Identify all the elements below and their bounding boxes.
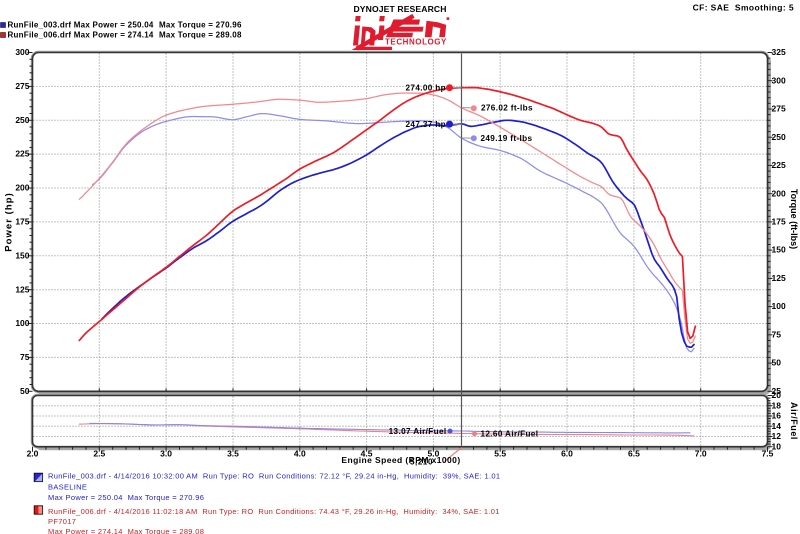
- svg-text:200: 200: [772, 188, 786, 198]
- svg-text:Engine Speed (RPM x1000): Engine Speed (RPM x1000): [341, 455, 460, 465]
- svg-text:150: 150: [15, 250, 29, 260]
- svg-text:175: 175: [772, 217, 786, 227]
- svg-text:7.5: 7.5: [762, 449, 774, 459]
- svg-text:PF7017: PF7017: [48, 517, 76, 526]
- svg-text:6.5: 6.5: [628, 449, 640, 459]
- svg-text:125: 125: [15, 284, 29, 294]
- svg-text:25: 25: [772, 386, 782, 396]
- svg-text:2.0: 2.0: [27, 449, 39, 459]
- svg-text:275: 275: [772, 104, 786, 114]
- svg-text:175: 175: [15, 217, 29, 227]
- svg-text:300: 300: [15, 47, 29, 57]
- svg-text:4.5: 4.5: [361, 449, 373, 459]
- svg-text:RunFile_003.drf - 4/14/2016 10: RunFile_003.drf - 4/14/2016 10:32:00 AM …: [48, 472, 500, 481]
- svg-text:300: 300: [772, 75, 786, 85]
- svg-text:275: 275: [15, 81, 29, 91]
- svg-text:DYNOJET RESEARCH: DYNOJET RESEARCH: [353, 4, 446, 14]
- svg-text:12: 12: [772, 431, 782, 441]
- svg-text:Max Power = 250.04 Max Torque: Max Power = 250.04 Max Torque = 270.96: [48, 493, 204, 502]
- svg-text:Torque (ft-lbs): Torque (ft-lbs): [789, 189, 799, 249]
- svg-text:10: 10: [772, 441, 782, 451]
- svg-text:7.0: 7.0: [695, 449, 707, 459]
- svg-text:18: 18: [772, 400, 782, 410]
- svg-text:Max Torque = 270.96: Max Torque = 270.96: [159, 21, 242, 30]
- svg-text:RunFile_003.drf Max Power = 25: RunFile_003.drf Max Power = 250.04: [8, 21, 154, 30]
- svg-text:50: 50: [20, 386, 30, 396]
- svg-text:50: 50: [772, 358, 782, 368]
- svg-text:100: 100: [15, 318, 29, 328]
- svg-text:Power (hp): Power (hp): [4, 192, 15, 252]
- svg-text:247.37 hp: 247.37 hp: [406, 120, 446, 129]
- svg-text:75: 75: [772, 329, 782, 339]
- svg-text:RunFile_006.drf Max Power = 27: RunFile_006.drf Max Power = 274.14: [8, 31, 154, 40]
- svg-text:250: 250: [15, 115, 29, 125]
- svg-text:5,210: 5,210: [410, 458, 433, 467]
- svg-text:Air/Fuel: Air/Fuel: [789, 402, 799, 440]
- svg-text:6.0: 6.0: [561, 449, 573, 459]
- svg-text:TECHNOLOGY: TECHNOLOGY: [385, 38, 447, 47]
- svg-text:14: 14: [772, 421, 782, 431]
- svg-text:BASELINE: BASELINE: [48, 483, 87, 492]
- svg-text:325: 325: [772, 47, 786, 57]
- svg-text:12.60 Air/Fuel: 12.60 Air/Fuel: [481, 430, 539, 439]
- svg-text:4.0: 4.0: [294, 449, 306, 459]
- svg-text:3.5: 3.5: [227, 449, 239, 459]
- svg-text:5.5: 5.5: [494, 449, 506, 459]
- svg-text:75: 75: [20, 352, 30, 362]
- svg-text:5.0: 5.0: [427, 449, 439, 459]
- svg-text:Max Torque = 289.08: Max Torque = 289.08: [159, 31, 242, 40]
- svg-text:200: 200: [15, 183, 29, 193]
- svg-text:276.02 ft-lbs: 276.02 ft-lbs: [481, 104, 533, 113]
- svg-text:225: 225: [772, 160, 786, 170]
- svg-text:CF: SAE Smoothing: 5: CF: SAE Smoothing: 5: [693, 3, 794, 13]
- svg-text:20: 20: [772, 390, 782, 400]
- svg-text:249.19 ft-lbs: 249.19 ft-lbs: [481, 134, 533, 143]
- svg-text:16: 16: [772, 411, 782, 421]
- svg-text:125: 125: [772, 273, 786, 283]
- svg-text:150: 150: [772, 245, 786, 255]
- svg-text:2.5: 2.5: [93, 449, 105, 459]
- svg-text:RunFile_006.drf - 4/14/2016 11: RunFile_006.drf - 4/14/2016 11:02:18 AM …: [48, 507, 500, 516]
- svg-text:100: 100: [772, 301, 786, 311]
- svg-text:225: 225: [15, 149, 29, 159]
- svg-text:Max Power = 274.14 Max Torque: Max Power = 274.14 Max Torque = 289.08: [48, 527, 204, 534]
- svg-text:3.0: 3.0: [160, 449, 172, 459]
- svg-text:274.00 hp: 274.00 hp: [406, 83, 446, 92]
- svg-text:250: 250: [772, 132, 786, 142]
- svg-text:13.07 Air/Fuel: 13.07 Air/Fuel: [389, 427, 447, 436]
